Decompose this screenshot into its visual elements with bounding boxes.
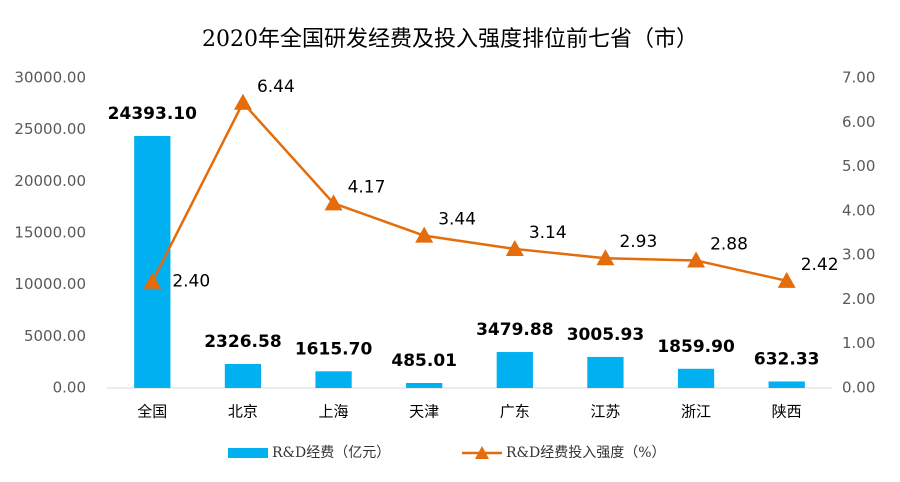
bar <box>315 371 352 388</box>
x-tick-label: 浙江 <box>681 403 711 421</box>
line-value-label: 3.44 <box>438 210 476 230</box>
bar <box>224 363 262 388</box>
bar <box>406 382 443 388</box>
y-tick-label: 30000.00 <box>14 69 86 87</box>
line-marker <box>687 251 706 268</box>
x-tick-label: 广东 <box>500 403 530 421</box>
bar-value-label: 2326.58 <box>204 332 281 352</box>
bar <box>677 368 715 388</box>
bar <box>587 356 624 388</box>
line-marker <box>324 194 343 211</box>
chart-title: 2020年全国研发经费及投入强度排位前七省（市） <box>202 27 698 52</box>
y-tick-label: 5000.00 <box>24 327 86 345</box>
y-tick-label: 20000.00 <box>14 172 86 190</box>
line-value-label: 4.17 <box>348 177 386 197</box>
line <box>151 100 787 283</box>
x-tick-label: 全国 <box>137 403 167 421</box>
x-tick-label: 北京 <box>228 403 258 421</box>
line-value-label: 2.88 <box>710 234 748 254</box>
bar-value-label: 24393.10 <box>108 104 197 124</box>
bar-value-label: 1859.90 <box>657 337 735 357</box>
line-value-label: 2.93 <box>619 232 657 252</box>
line-value-label: 2.40 <box>172 272 210 292</box>
y2-tick-label: 6.00 <box>842 113 875 131</box>
line-marker <box>596 249 615 266</box>
y-tick-label: 15000.00 <box>14 224 86 242</box>
y2-tick-label: 1.00 <box>842 334 875 352</box>
x-tick-label: 天津 <box>409 403 439 421</box>
y2-tick-label: 7.00 <box>842 69 875 87</box>
line-marker <box>505 239 524 256</box>
line-marker <box>415 226 434 243</box>
legend-label: R&D经费（亿元） <box>272 445 390 461</box>
y2-tick-label: 3.00 <box>842 246 875 264</box>
bar-value-label: 3479.88 <box>476 320 553 340</box>
legend-marker <box>475 446 489 459</box>
bar <box>134 135 171 388</box>
line-marker <box>777 271 796 288</box>
line-value-label: 6.44 <box>257 77 295 97</box>
line-marker <box>233 93 252 110</box>
x-tick-label: 江苏 <box>590 403 620 421</box>
y2-tick-label: 2.00 <box>842 290 875 308</box>
legend-swatch <box>228 448 268 458</box>
legend-label: R&D经费投入强度（%） <box>506 445 666 461</box>
bar-value-label: 485.01 <box>391 351 457 371</box>
x-tick-label: 上海 <box>319 403 349 421</box>
line-value-label: 3.14 <box>529 223 567 243</box>
y-tick-label: 10000.00 <box>14 275 86 293</box>
line-marker <box>143 272 162 289</box>
y2-tick-label: 4.00 <box>842 201 875 219</box>
y2-tick-label: 0.00 <box>842 379 875 397</box>
x-tick-label: 陕西 <box>772 403 802 421</box>
line-value-label: 2.42 <box>801 255 839 275</box>
y2-tick-label: 5.00 <box>842 157 875 175</box>
y-tick-label: 0.00 <box>53 379 86 397</box>
bar-value-label: 3005.93 <box>567 325 644 345</box>
y-tick-label: 25000.00 <box>14 120 86 138</box>
bar-value-label: 1615.70 <box>295 339 373 359</box>
bar <box>496 352 533 388</box>
bar-value-label: 632.33 <box>754 349 820 369</box>
bar <box>768 381 805 388</box>
